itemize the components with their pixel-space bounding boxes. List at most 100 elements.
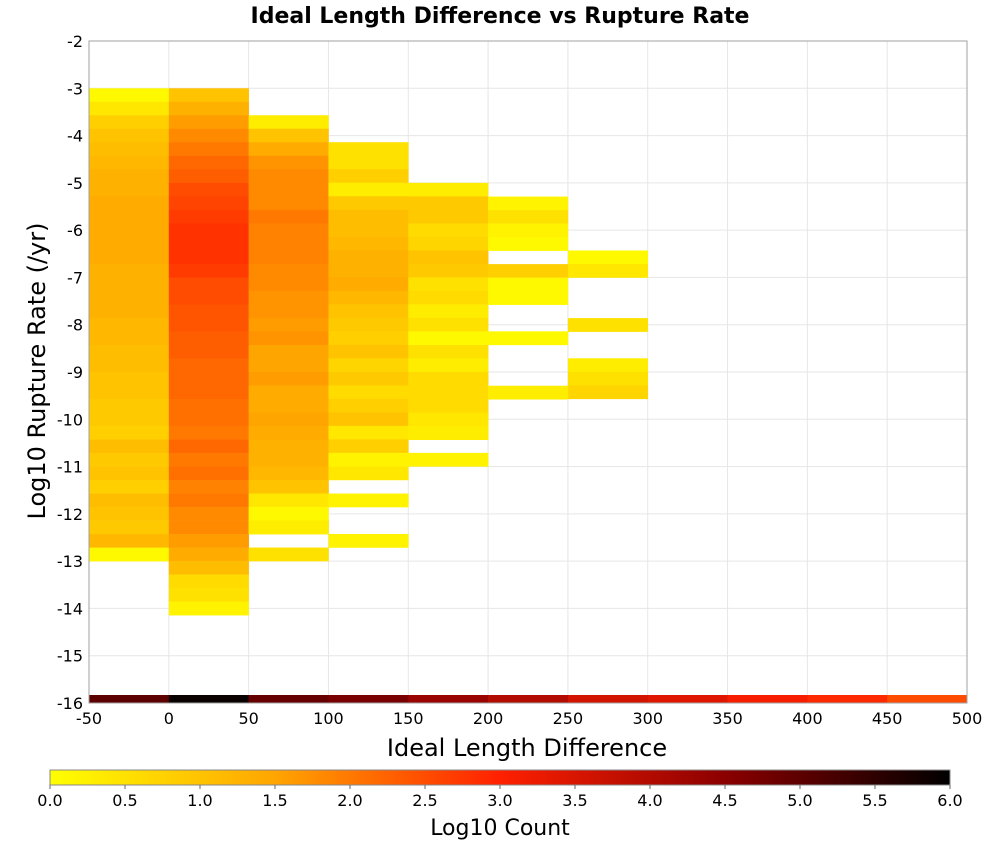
colorbar-tick-label: 2.5 (412, 791, 437, 810)
heatmap-cell (168, 101, 249, 116)
heatmap-cell (488, 695, 569, 703)
y-tick-label: -4 (67, 127, 83, 146)
heatmap-cell (408, 371, 489, 386)
plot-area (88, 40, 968, 704)
y-tick-label: -6 (67, 221, 83, 240)
heatmap-cell (248, 371, 329, 386)
x-tick-label: 150 (393, 709, 424, 728)
heatmap-cell (328, 142, 409, 157)
heatmap-cell (168, 426, 249, 440)
heatmap-cell (168, 196, 249, 211)
y-tick-label: -15 (57, 647, 83, 666)
heatmap-cell (168, 520, 249, 535)
heatmap-cell (328, 209, 409, 224)
heatmap-cell (168, 601, 249, 616)
heatmap-cell (567, 358, 649, 373)
heatmap-cell (168, 480, 249, 494)
heatmap-cell (248, 304, 329, 319)
heatmap-cell (248, 169, 329, 184)
heatmap-cell (248, 439, 329, 454)
heatmap-cell (408, 250, 489, 265)
heatmap-cell (89, 209, 170, 224)
heatmap-cell (248, 507, 329, 521)
heatmap-cell (168, 453, 249, 467)
y-tick-label: -9 (67, 363, 83, 382)
heatmap-cell (89, 412, 170, 427)
colorbar-tick-label: 2.0 (337, 791, 362, 810)
x-tick-label: 0 (164, 709, 174, 728)
heatmap-cell (168, 385, 249, 400)
heatmap-cell (248, 115, 329, 130)
heatmap-cell (328, 263, 409, 278)
heatmap-cell (89, 371, 170, 386)
colorbar-tick-label: 4.5 (712, 791, 737, 810)
heatmap-cell (168, 142, 249, 157)
heatmap-cell (567, 318, 649, 332)
heatmap-cell (168, 169, 249, 184)
heatmap-cell (488, 291, 569, 305)
colorbar-ticks: 0.0 0.5 1.0 1.5 2.0 2.5 3.0 3.5 4.0 4.5 5.0 5.5 6.0 (37, 785, 963, 810)
heatmap-cell (89, 426, 170, 440)
heatmap-cell (248, 223, 329, 238)
heatmap-cell (89, 547, 170, 562)
heatmap-cell (89, 223, 170, 238)
heatmap-cell (328, 371, 409, 386)
heatmap-cell (248, 425, 329, 440)
colorbar-tick-label: 1.5 (262, 791, 287, 810)
heatmap-cell (168, 534, 249, 548)
heatmap-cell (168, 493, 249, 508)
y-axis-ticks: -2 -3 -4 -5 -6 -7 -8 -9 -10 -11 -12 -13 -14 -15 -16 (57, 32, 83, 713)
y-tick-label: -16 (57, 694, 83, 713)
heatmap-cell (408, 385, 489, 400)
heatmap-cell (328, 439, 409, 454)
x-tick-label: 500 (952, 709, 983, 728)
y-tick-label: -7 (67, 268, 83, 287)
heatmap-cell (89, 115, 170, 130)
heatmap-cell (168, 331, 249, 346)
x-tick-label: 350 (712, 709, 743, 728)
x-tick-label: 400 (792, 709, 823, 728)
heatmap-cell (647, 695, 728, 703)
y-tick-label: -3 (67, 79, 83, 98)
heatmap-cell (567, 695, 649, 703)
heatmap-cell (328, 425, 409, 440)
heatmap-cell (168, 574, 249, 589)
heatmap-cell (248, 520, 329, 535)
x-tick-label: 100 (313, 709, 344, 728)
colorbar (49, 769, 951, 786)
heatmap-cell (328, 358, 409, 373)
heatmap-cell (89, 290, 170, 305)
heatmap-cell (168, 344, 249, 359)
y-tick-label: -2 (67, 32, 83, 51)
heatmap-cell (89, 196, 170, 211)
heatmap-cell (328, 236, 409, 251)
heatmap-cell (89, 480, 170, 494)
heatmap-cell (408, 290, 489, 305)
y-tick-label: -11 (57, 458, 83, 477)
heatmap-cell (248, 412, 329, 427)
x-tick-label: 200 (473, 709, 504, 728)
heatmap-cell (168, 263, 249, 278)
heatmap-cell (328, 317, 409, 332)
heatmap-cell (248, 344, 329, 359)
heatmap-cell (89, 358, 170, 373)
heatmap-cell (248, 398, 329, 413)
heatmap-cell (567, 371, 649, 386)
heatmap-cell (408, 196, 489, 211)
x-tick-label: 300 (632, 709, 663, 728)
y-tick-label: -13 (57, 552, 83, 571)
heatmap-cell (408, 182, 489, 197)
heatmap-cell (168, 507, 249, 521)
heatmap-cell (328, 398, 409, 413)
heatmap-cell (567, 263, 649, 278)
heatmap-cell (887, 695, 968, 703)
heatmap-cell (488, 210, 569, 224)
heatmap-cell (248, 142, 329, 157)
x-tick-label: 50 (238, 709, 258, 728)
y-tick-label: -8 (67, 316, 83, 335)
heatmap-cell (408, 344, 489, 359)
colorbar-tick-label: 6.0 (937, 791, 962, 810)
plot-border (88, 40, 968, 704)
heatmap-cell (248, 358, 329, 373)
heatmap-cell (408, 209, 489, 224)
